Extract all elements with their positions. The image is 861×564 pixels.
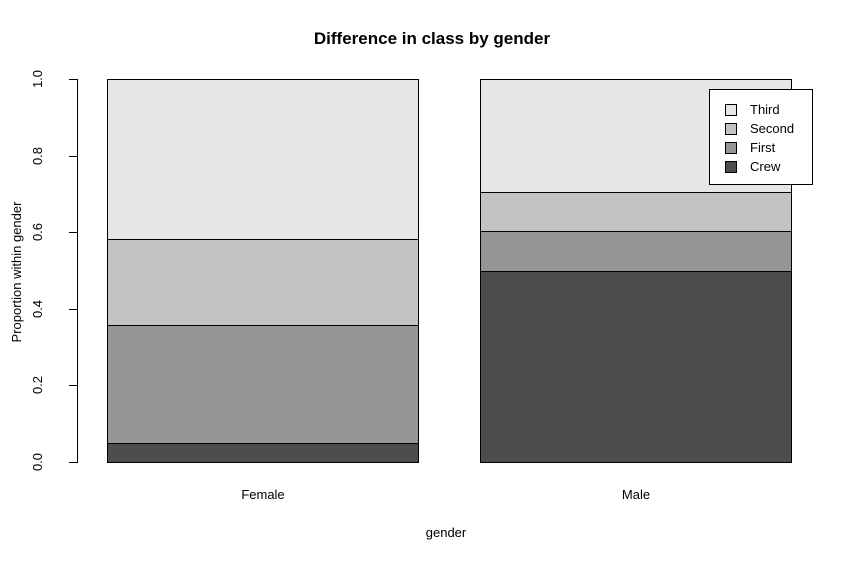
chart-title: Difference in class by gender — [313, 29, 551, 48]
bar-segment-female-third — [107, 79, 419, 239]
y-tick-mark — [69, 385, 77, 386]
bar-segment-male-crew — [480, 271, 792, 463]
bar-segment-female-first — [107, 325, 419, 444]
y-tick-label: 0.8 — [30, 146, 45, 166]
legend-swatch-first-icon — [725, 141, 737, 154]
bar-segment-female-crew — [107, 443, 419, 463]
x-axis-title: gender — [425, 525, 467, 540]
bar-segment-male-second — [480, 191, 792, 232]
y-tick-label: 0.6 — [30, 222, 45, 242]
y-tick-mark — [69, 232, 77, 233]
x-category-label-female: Female — [241, 487, 285, 502]
legend-swatch-second-icon — [725, 122, 737, 135]
legend-label-third: Third — [750, 102, 780, 117]
y-tick-mark — [69, 156, 77, 157]
y-tick-label: 0.4 — [30, 299, 45, 319]
y-tick-mark — [69, 79, 77, 80]
bar-segment-female-second — [107, 238, 419, 326]
y-tick-mark — [69, 309, 77, 310]
legend-label-crew: Crew — [750, 159, 781, 174]
x-category-label-male: Male — [621, 487, 651, 502]
y-axis-title: Proportion within gender — [9, 201, 24, 343]
legend-label-second: Second — [750, 121, 795, 136]
legend-row-second: Second — [710, 119, 812, 138]
y-tick-label: 1.0 — [30, 69, 45, 89]
legend-row-third: Third — [710, 100, 812, 119]
legend-row-crew: Crew — [710, 157, 812, 176]
legend-swatch-crew-icon — [725, 160, 737, 173]
y-tick-label: 0.2 — [30, 375, 45, 395]
y-tick-mark — [69, 462, 77, 463]
y-axis-line — [77, 79, 78, 463]
y-tick-label: 0.0 — [30, 452, 45, 472]
bar-segment-male-first — [480, 231, 792, 272]
legend: Third Second First Crew — [709, 89, 813, 185]
legend-row-first: First — [710, 138, 812, 157]
legend-swatch-third-icon — [725, 103, 737, 116]
legend-label-first: First — [750, 140, 776, 155]
